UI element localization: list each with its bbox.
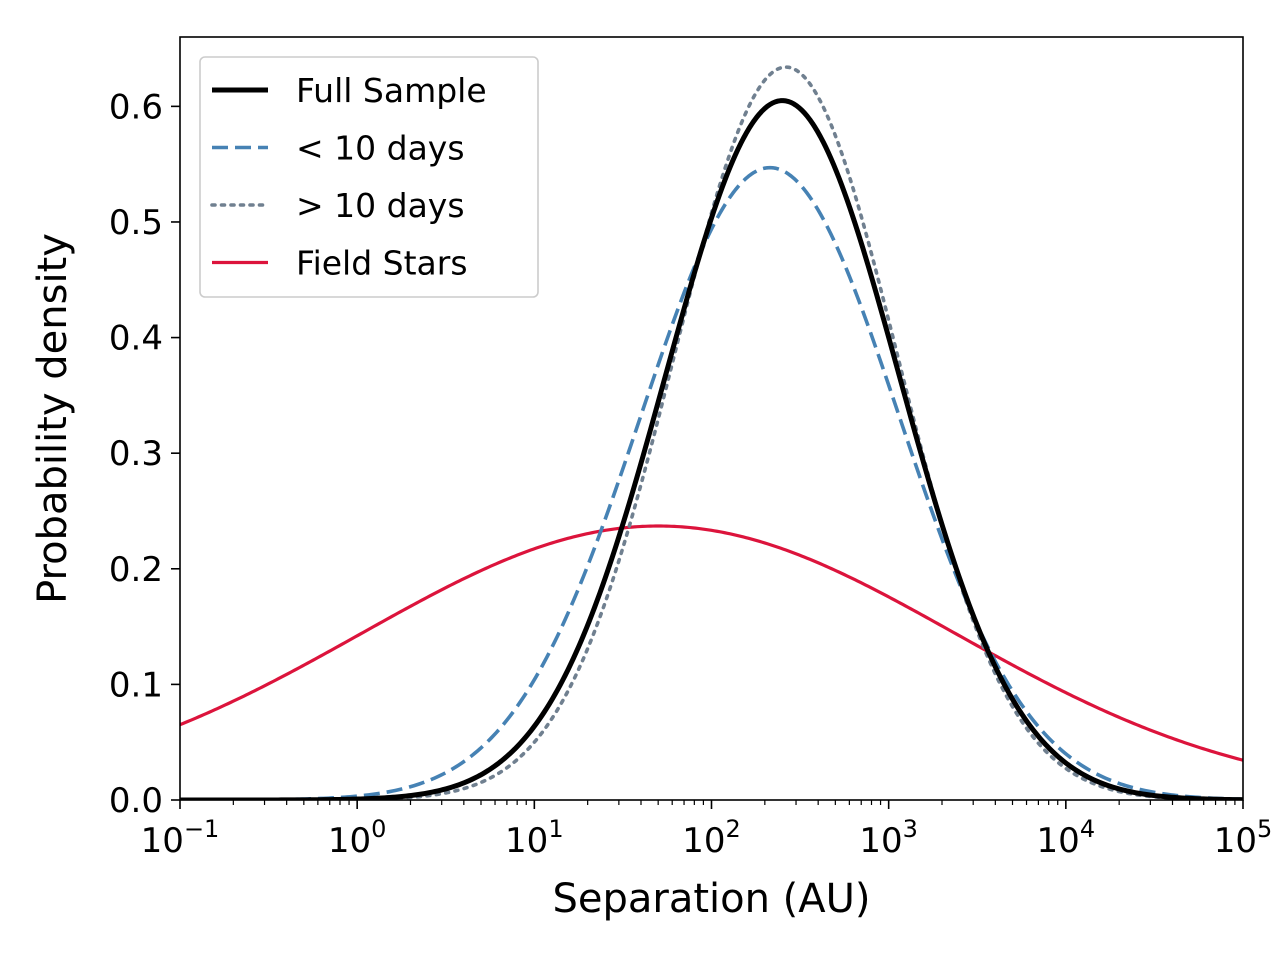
y-tick-label: 0.5 — [109, 203, 163, 243]
x-tick-label: 105 — [1214, 815, 1273, 861]
x-tick-label: 103 — [859, 815, 918, 861]
y-tick-label: 0.3 — [109, 434, 163, 474]
series-line-10-days — [180, 165, 1243, 800]
series-group — [180, 65, 1243, 800]
y-axis: 0.0 0.1 0.2 0.3 0.4 0.5 0.6 — [109, 87, 180, 821]
x-tick-label: 10−1 — [141, 815, 220, 861]
x-tick-label: 101 — [505, 815, 564, 861]
series-line-field-stars — [180, 524, 1243, 762]
legend-box — [199, 56, 539, 298]
x-axis-title: Separation (AU) — [552, 876, 870, 922]
y-tick-label: 0.6 — [109, 87, 163, 127]
x-axis: 10−1 100 101 102 103 104 105 — [141, 800, 1273, 861]
legend: Full Sample < 10 days > 10 days Field Stars — [199, 56, 539, 298]
series-line-full-sample — [180, 98, 1243, 800]
y-axis-title: Probability density — [30, 233, 76, 604]
y-tick-label: 0.1 — [109, 665, 163, 705]
x-tick-label: 100 — [328, 815, 387, 861]
x-tick-label: 104 — [1037, 815, 1096, 861]
legend-label: > 10 days — [296, 186, 465, 225]
legend-label: Field Stars — [296, 244, 468, 283]
legend-label: < 10 days — [296, 129, 465, 168]
legend-label: Full Sample — [296, 71, 487, 110]
x-tick-label: 102 — [682, 815, 741, 861]
y-tick-label: 0.4 — [109, 319, 163, 359]
y-tick-label: 0.2 — [109, 550, 163, 590]
y-tick-label: 0.0 — [109, 781, 163, 821]
